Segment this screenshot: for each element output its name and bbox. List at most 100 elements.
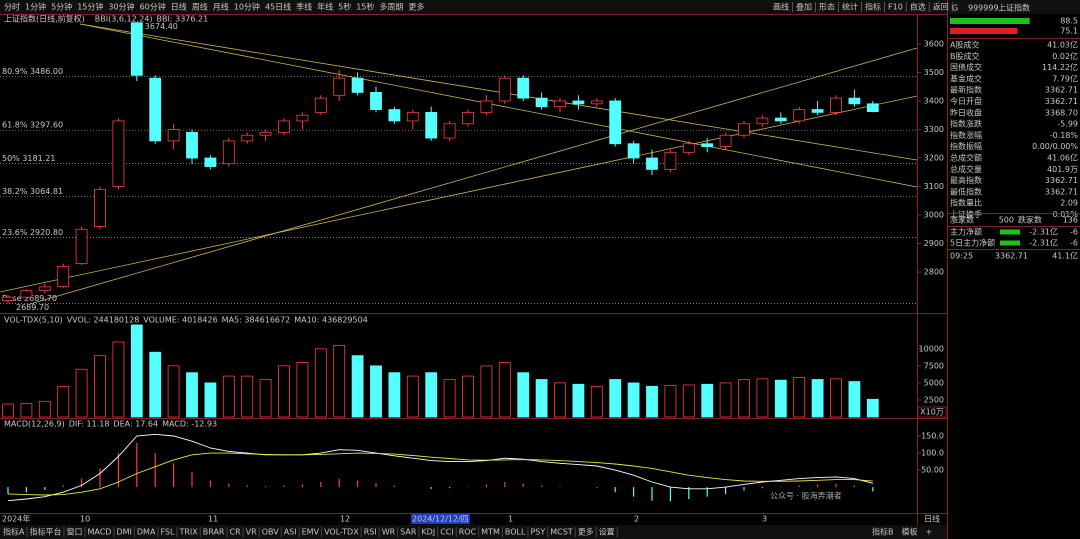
period-tab[interactable]: 15秒 <box>356 2 374 12</box>
volume-tick-label: 7500 <box>924 361 944 370</box>
indicator-tab[interactable]: TRIX <box>178 528 198 537</box>
candle-body <box>222 140 235 165</box>
indicator-tab[interactable]: DMI <box>116 528 131 537</box>
candle-body <box>38 286 51 292</box>
period-tab[interactable]: 30分钟 <box>108 2 134 12</box>
unit-box <box>917 406 947 418</box>
indicator-tab[interactable]: 设置 <box>599 527 615 537</box>
candle-body <box>370 92 382 110</box>
indicator-tab[interactable]: KDJ <box>421 528 435 537</box>
indicator-tab[interactable]: 指标平台 <box>29 527 61 537</box>
period-tab[interactable]: 10分钟 <box>234 2 260 12</box>
indicator-tab[interactable]: MCST <box>550 528 573 537</box>
volume-header: VOLUME: 4018426 <box>143 316 217 325</box>
indicator-tab[interactable]: BRAR <box>203 528 225 537</box>
candle-body <box>517 77 530 99</box>
tool-button[interactable]: 统计 <box>842 2 858 12</box>
tool-button[interactable]: 指标 <box>865 2 881 12</box>
indicator-tab[interactable]: VOL-TDX <box>324 528 359 537</box>
indicator-tab[interactable]: CCI <box>440 528 454 537</box>
period-tab[interactable]: 15分钟 <box>77 2 103 12</box>
volume-bar <box>314 348 327 418</box>
quote-label: 今日开盘 <box>950 96 982 106</box>
macd-dea-line <box>7 452 873 496</box>
indicator-tab[interactable]: SAR <box>400 528 417 537</box>
volume-tick-label: 10000 <box>919 344 944 353</box>
period-tab[interactable]: 更多 <box>408 2 424 12</box>
candle-body <box>296 114 309 122</box>
indicator-tab[interactable]: ROC <box>459 528 477 537</box>
period-tab[interactable]: 分时 <box>4 2 20 12</box>
indicator-tab[interactable]: CR <box>230 528 242 537</box>
indicator-tab[interactable]: 窗口 <box>66 527 82 537</box>
indicator-tab[interactable]: 指标A <box>3 527 25 537</box>
candle-body <box>75 228 88 264</box>
strength-bar <box>950 18 1030 24</box>
candle-body <box>130 22 143 76</box>
period-tab[interactable]: 60分钟 <box>140 2 166 12</box>
tool-button[interactable]: 叠加 <box>796 2 812 12</box>
indicator-tab[interactable]: 更多 <box>578 527 594 537</box>
indicator-tab[interactable]: PSY <box>530 528 545 537</box>
indicator-tab[interactable]: RSI <box>364 528 377 537</box>
tool-button[interactable]: 形态 <box>819 2 835 12</box>
indicator-tab[interactable]: MTM <box>481 528 500 537</box>
quote-label: B股成交 <box>950 51 980 61</box>
period-tab[interactable]: 45日线 <box>265 2 291 12</box>
candle-body <box>259 131 272 136</box>
indicator-tab[interactable]: ASI <box>284 528 297 537</box>
quote-label: 最高指数 <box>950 175 982 185</box>
period-tab[interactable]: 多周期 <box>379 2 403 12</box>
tool-button[interactable]: F10 <box>888 3 903 12</box>
quote-value: 3368.70 <box>1045 108 1078 117</box>
quote-label: 基金成交 <box>950 73 982 83</box>
template-tab[interactable]: 模板 <box>902 527 918 537</box>
period-tab[interactable]: 月线 <box>213 2 229 12</box>
flow-bar <box>1000 240 1020 246</box>
candle-body <box>480 100 493 113</box>
tool-button[interactable]: 画线 <box>773 2 789 12</box>
date-label: 12 <box>340 515 350 524</box>
period-tab[interactable]: 日线 <box>171 2 187 12</box>
volume-bar <box>646 385 658 418</box>
candle-body <box>388 109 401 122</box>
tool-button[interactable]: 返回 <box>933 3 949 12</box>
quote-value: 114.22亿 <box>1042 62 1078 72</box>
volume-bar <box>57 385 70 418</box>
volume-bar <box>830 378 842 418</box>
indicator-tab[interactable]: OBV <box>262 528 280 537</box>
indicator-tab[interactable]: FSL <box>160 528 175 537</box>
candle-body <box>738 123 750 136</box>
tool-button[interactable]: 自选 <box>910 2 926 12</box>
tick-cell: 09:25 <box>950 252 973 261</box>
quote-label: 最低指数 <box>950 186 982 196</box>
quote-value: 3362.71 <box>1045 176 1078 185</box>
period-tab[interactable]: 1分钟 <box>25 2 46 12</box>
candle-body <box>554 100 566 108</box>
price-tick-label: 2900 <box>924 239 944 248</box>
period-tab[interactable]: 5分钟 <box>51 2 72 12</box>
indicator-tab[interactable]: MACD <box>87 528 111 537</box>
volume-bar <box>222 375 235 418</box>
date-label: 2024年 <box>2 514 30 524</box>
fib-label: 38.2% 3064.81 <box>2 187 63 196</box>
template-tab[interactable]: 指标B <box>872 527 894 537</box>
indicator-tab[interactable]: BOLL <box>505 528 526 537</box>
indicator-tab[interactable]: WR <box>382 528 396 537</box>
indicator-tab[interactable]: DMA <box>137 528 156 537</box>
period-tab[interactable]: 周线 <box>192 2 208 12</box>
period-tab[interactable]: 季线 <box>296 2 312 12</box>
indicator-tab[interactable]: EMV <box>302 528 320 537</box>
volume-bar <box>406 375 419 418</box>
watermark: 公众号 · 股海弄潮者 <box>770 491 842 501</box>
macd-tick-label: 100.0 <box>921 449 944 458</box>
period-tab[interactable]: 年线 <box>317 2 333 12</box>
strength-value: 88.5 <box>1060 17 1078 26</box>
indicator-tab[interactable]: VR <box>246 528 257 537</box>
template-tab[interactable]: + <box>926 528 933 537</box>
extreme-label: 3674.40 <box>145 22 178 31</box>
quote-value: 0.02亿 <box>1052 51 1078 61</box>
volume-bar <box>774 379 787 418</box>
period-tab[interactable]: 5秒 <box>338 2 351 12</box>
